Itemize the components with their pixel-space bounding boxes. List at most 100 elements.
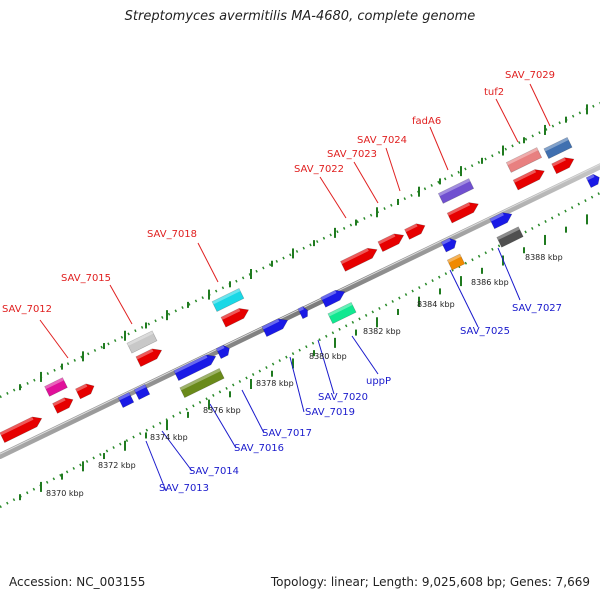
gene-highlight <box>441 238 451 245</box>
gene-shape <box>320 289 346 308</box>
gene-block <box>44 377 68 397</box>
gene-block <box>551 157 575 175</box>
gene-shape <box>543 136 573 160</box>
leader-line <box>317 339 335 395</box>
gene-block <box>126 330 158 354</box>
gene-block <box>52 397 74 414</box>
gene-shape <box>489 212 513 230</box>
top-gene-label: tuf2 <box>484 87 504 98</box>
bottom-gene-label: SAV_7016 <box>234 443 284 454</box>
leader-line <box>351 335 379 375</box>
top-gene-label: SAV_7029 <box>505 70 555 81</box>
gene-highlight <box>212 288 241 305</box>
gene-shape <box>261 318 289 338</box>
bottom-gene-label: uppP <box>366 376 391 387</box>
gene-highlight <box>179 368 221 391</box>
leader-line <box>145 440 167 492</box>
gene-block <box>505 147 543 173</box>
gene-block <box>297 306 308 320</box>
gene-highlight <box>438 178 471 197</box>
leader-line <box>289 356 305 413</box>
gene-highlight <box>261 318 280 330</box>
gene-block <box>261 318 289 338</box>
gene-block <box>327 301 357 325</box>
gene-highlight <box>447 253 462 263</box>
bottom-gene-label: SAV_7014 <box>189 466 239 477</box>
topology-text: Topology: linear; Length: 9,025,608 bp; … <box>270 575 590 589</box>
kbp-label: 8386 kbp <box>471 278 509 287</box>
gene-block <box>135 348 163 368</box>
bottom-gene-label: SAV_7027 <box>512 303 562 314</box>
gene-highlight <box>404 223 418 233</box>
kbp-label: 8378 kbp <box>256 379 294 388</box>
gene-highlight <box>506 147 539 166</box>
gene-block <box>133 384 151 400</box>
label-leaders <box>39 83 551 492</box>
gene-shape <box>512 169 545 191</box>
bottom-gene-label: SAV_7019 <box>305 407 355 418</box>
gene-shape <box>327 301 357 325</box>
kbp-label: 8384 kbp <box>417 300 455 309</box>
gene-highlight <box>513 169 537 183</box>
gene-block <box>585 173 600 188</box>
gene-block <box>179 367 225 399</box>
gene-shape <box>377 233 405 253</box>
gene-shape <box>220 308 250 328</box>
gene-shape <box>496 226 524 248</box>
gene-block <box>220 308 250 328</box>
gene-shape <box>446 202 479 224</box>
leader-line <box>161 430 193 472</box>
upper-dotted-guide <box>0 101 600 399</box>
gene-shape <box>585 173 600 188</box>
gene-block <box>340 247 378 272</box>
kbp-scale-labels: 8370 kbp 8372 kbp 8374 kbp 8376 kbp 8378 kbp… <box>46 253 563 498</box>
leader-line <box>209 403 237 449</box>
leader-line <box>497 247 521 301</box>
accession-text: Accession: NC_003155 <box>9 575 146 589</box>
gene-shape <box>297 306 308 320</box>
gene-highlight <box>127 330 154 346</box>
leader-line <box>197 242 219 283</box>
gene-shape <box>75 383 95 400</box>
gene-highlight <box>543 137 569 152</box>
kbp-label: 8372 kbp <box>98 461 136 470</box>
bottom-gene-label: SAV_7013 <box>159 483 209 494</box>
kbp-label: 8370 kbp <box>46 489 84 498</box>
gene-highlight <box>340 248 369 265</box>
gene-highlight <box>221 308 241 320</box>
gene-shape <box>126 330 158 354</box>
gene-shape <box>52 397 74 414</box>
bottom-gene-label: SAV_7020 <box>318 392 368 403</box>
gene-shape <box>173 354 217 382</box>
gene-features <box>0 136 600 444</box>
leader-line <box>353 161 379 204</box>
kbp-label: 8374 kbp <box>150 433 188 442</box>
leader-line <box>529 83 551 127</box>
gene-highlight <box>320 290 337 301</box>
gene-shape <box>117 392 135 408</box>
gene-shape <box>551 157 575 175</box>
gene-block <box>437 178 475 204</box>
gene-highlight <box>135 348 154 360</box>
gene-highlight <box>118 392 131 401</box>
top-gene-label: SAV_7024 <box>357 135 407 146</box>
lower-dotted-guide <box>0 191 600 509</box>
gene-highlight <box>52 397 66 407</box>
top-gene-label: SAV_7012 <box>2 304 52 315</box>
kbp-label: 8382 kbp <box>363 327 401 336</box>
kbp-label: 8376 kbp <box>203 406 241 415</box>
gene-block <box>496 226 524 248</box>
gene-block <box>440 237 457 253</box>
gene-highlight <box>44 377 64 390</box>
gene-block <box>543 136 573 160</box>
gene-highlight <box>297 306 304 312</box>
leader-line <box>109 284 133 325</box>
gene-block <box>446 202 479 224</box>
gene-highlight <box>134 384 147 393</box>
gene-block <box>377 233 405 253</box>
gene-shape <box>404 223 426 240</box>
gene-labels: SAV_7012 SAV_7015 SAV_7018 SAV_7022 SAV_7023… <box>2 70 562 494</box>
gene-block <box>117 392 135 408</box>
leader-line <box>319 176 347 219</box>
gene-highlight <box>377 233 396 245</box>
